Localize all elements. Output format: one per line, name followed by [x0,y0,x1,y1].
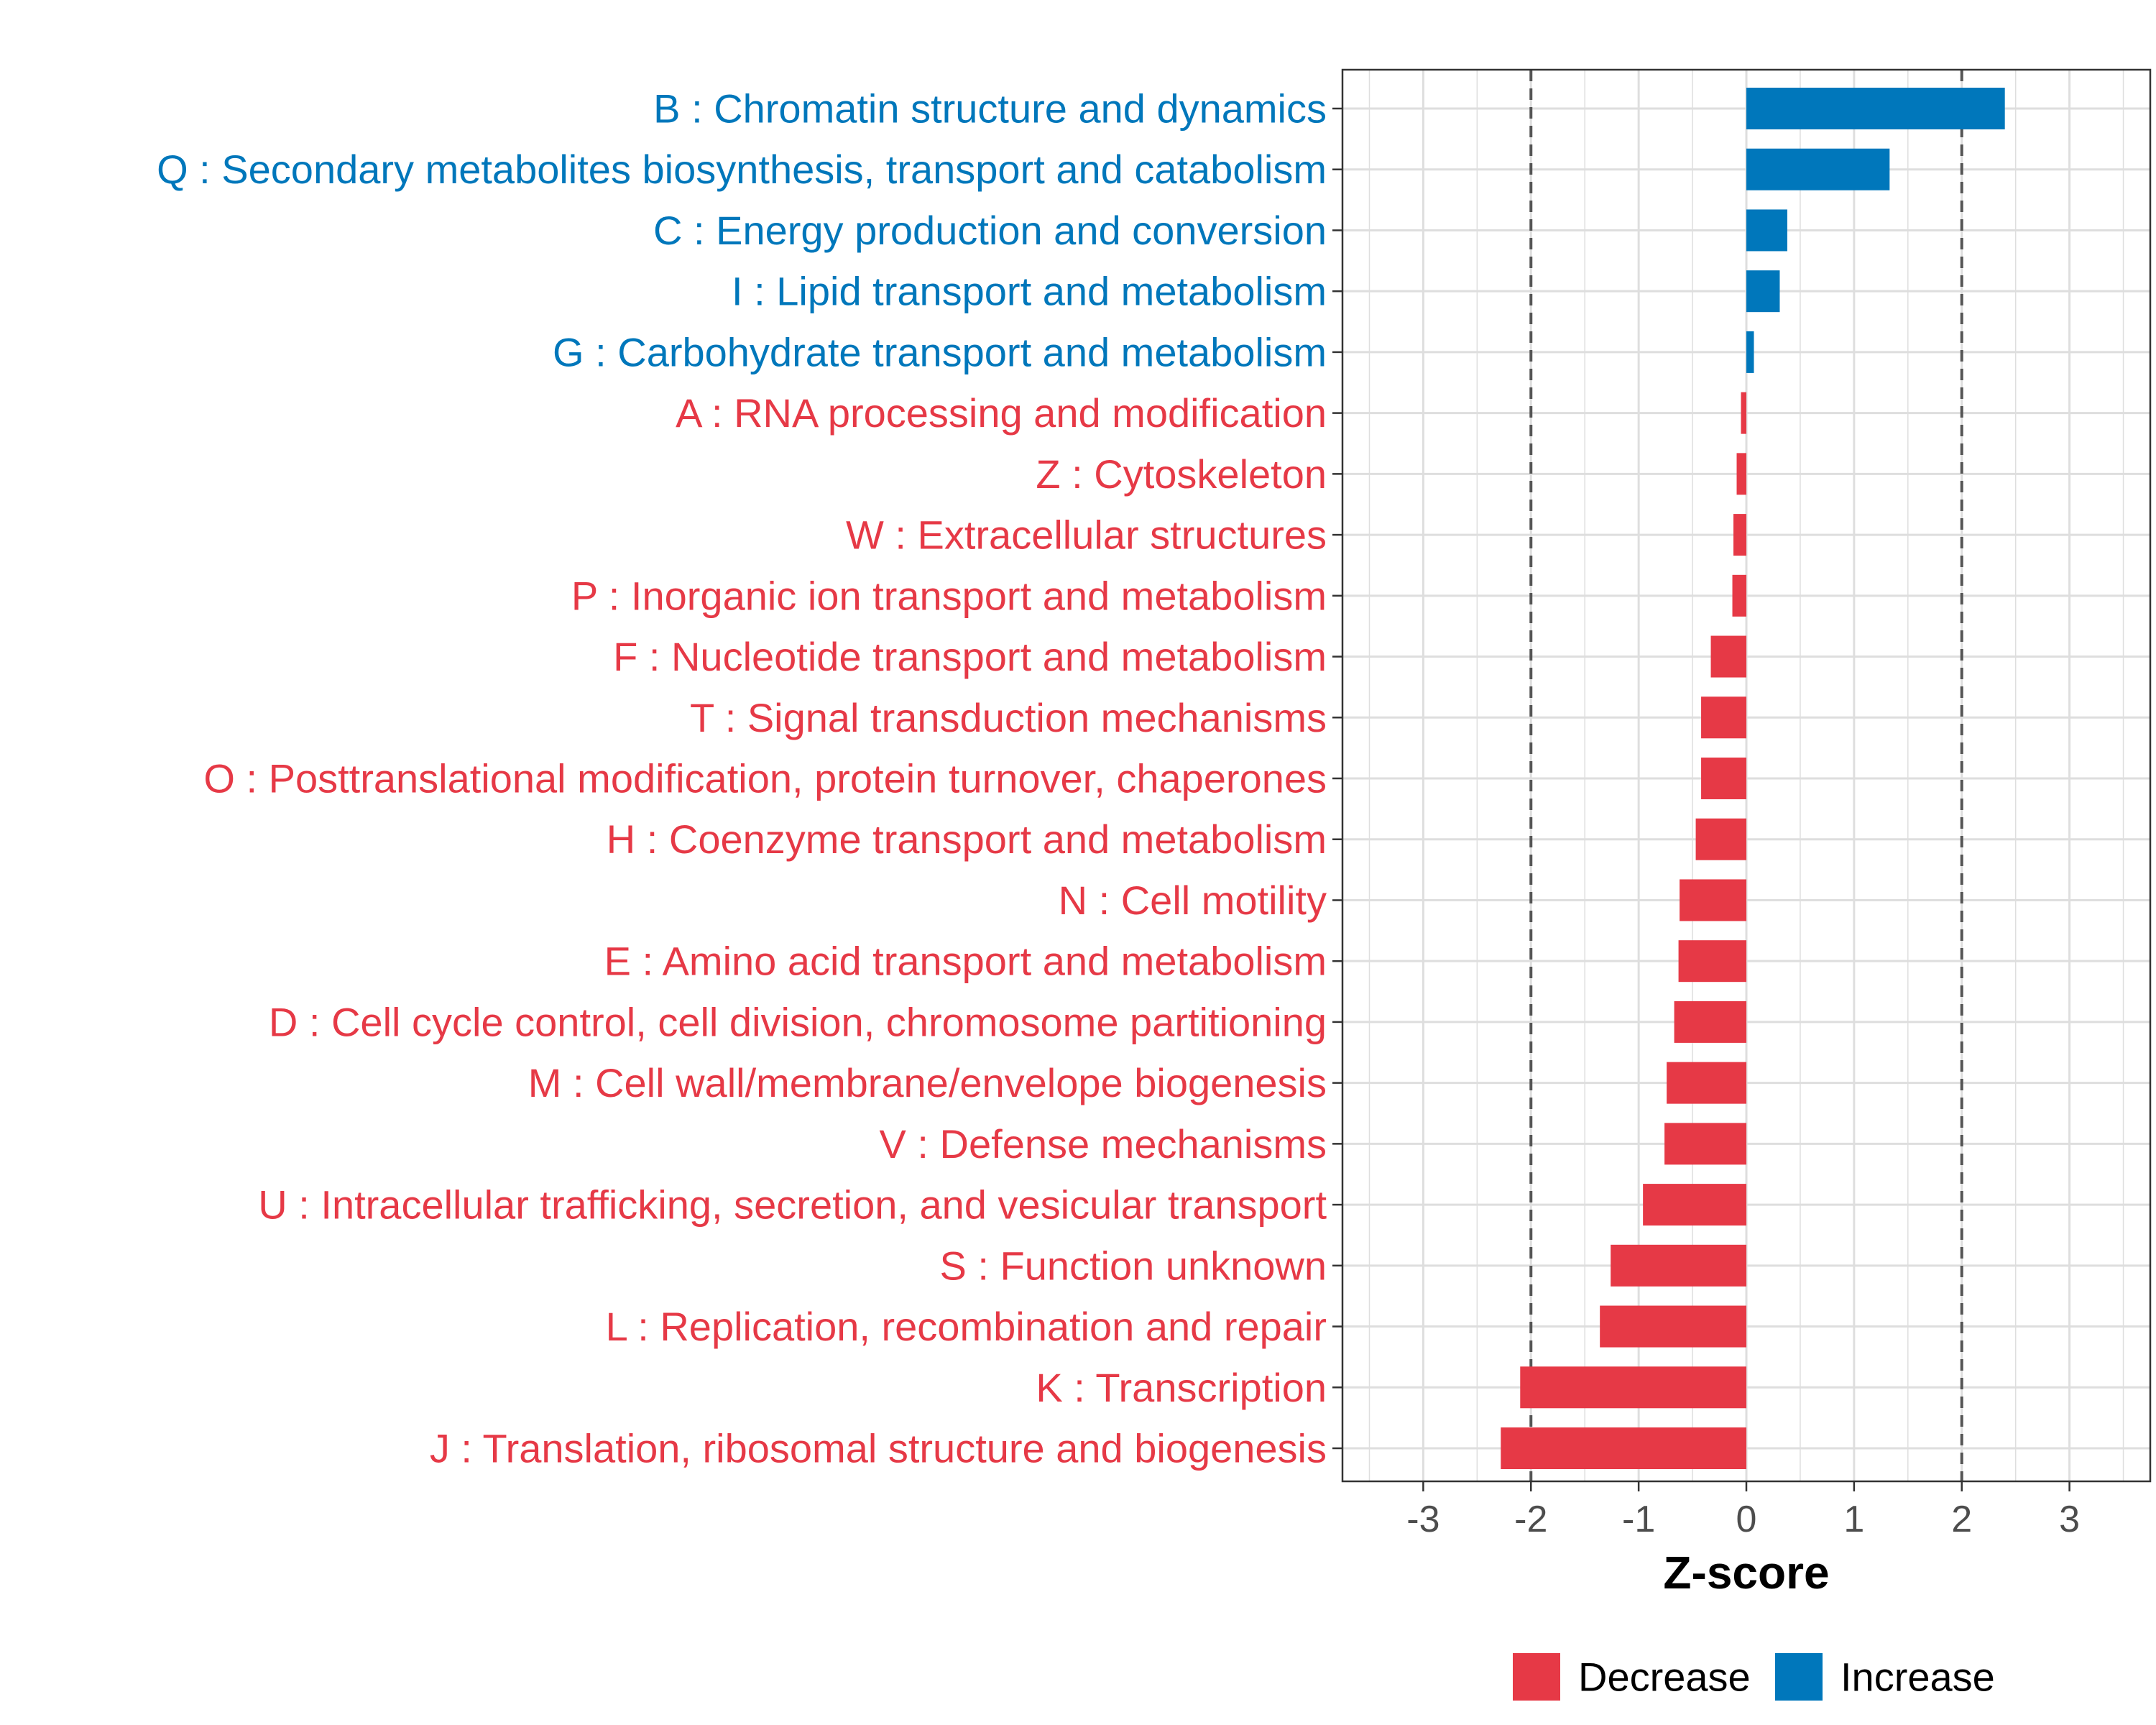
category-label: O : Posttranslational modification, prot… [203,756,1327,801]
category-label: I : Lipid transport and metabolism [732,269,1327,314]
category-label: U : Intracellular trafficking, secretion… [258,1182,1327,1228]
category-label: D : Cell cycle control, cell division, c… [269,999,1327,1044]
bar-H [1695,818,1746,860]
category-label: A : RNA processing and modification [676,390,1327,436]
category-label: M : Cell wall/membrane/envelope biogenes… [528,1060,1327,1105]
bar-S [1611,1244,1746,1287]
category-label: K : Transcription [1036,1365,1327,1410]
x-tick-label: 3 [2059,1499,2080,1540]
bar-Z [1736,453,1746,495]
bar-Q [1746,148,1890,190]
bar-F [1710,635,1746,678]
category-label: F : Nucleotide transport and metabolism [613,634,1327,679]
category-label: E : Amino acid transport and metabolism [604,939,1327,984]
x-tick-label: 0 [1736,1499,1757,1540]
bar-M [1667,1062,1746,1104]
bar-C [1746,209,1787,252]
category-label: J : Translation, ribosomal structure and… [430,1426,1327,1471]
bar-K [1520,1366,1746,1409]
x-tick-label: 1 [1843,1499,1864,1540]
category-label: P : Inorganic ion transport and metaboli… [571,573,1327,618]
x-tick-label: -1 [1622,1499,1655,1540]
category-label: Q : Secondary metabolites biosynthesis, … [157,147,1327,192]
legend-swatch-decrease [1513,1653,1560,1701]
bar-J [1501,1427,1746,1469]
category-label: S : Function unknown [939,1243,1327,1288]
bar-W [1733,514,1746,556]
bar-T [1701,696,1746,739]
x-tick-label: -3 [1406,1499,1439,1540]
bars [1501,88,2005,1469]
bar-N [1680,879,1746,921]
category-label: G : Carbohydrate transport and metabolis… [553,329,1327,374]
bar-E [1678,940,1746,983]
x-axis: -3 -2 -1 0 1 2 3 [1406,1481,2080,1540]
category-label: T : Signal transduction mechanisms [690,695,1327,740]
reference-lines [1529,70,1963,1481]
bar-D [1674,1000,1746,1043]
category-label: L : Replication, recombination and repai… [606,1304,1327,1349]
legend: Decrease Increase [1513,1653,1995,1701]
category-label: N : Cell motility [1059,878,1327,923]
bar-P [1732,574,1746,617]
bar-A [1741,392,1746,434]
bar-U [1643,1184,1746,1226]
x-tick-label: 2 [1951,1499,1972,1540]
y-axis: B : Chromatin structure and dynamics Q : … [157,86,1342,1471]
bar-O [1701,758,1746,799]
bar-V [1664,1123,1746,1165]
bar-L [1600,1305,1746,1348]
category-label: W : Extracellular structures [846,512,1327,558]
legend-swatch-increase [1775,1653,1823,1701]
x-axis-title: Z-score [1663,1547,1829,1598]
category-label: B : Chromatin structure and dynamics [653,86,1327,132]
x-tick-label: -2 [1514,1499,1547,1540]
bar-G [1746,331,1754,373]
category-label: V : Defense mechanisms [880,1121,1327,1167]
legend-label-decrease: Decrease [1578,1655,1751,1700]
legend-label-increase: Increase [1841,1655,1995,1700]
category-label: C : Energy production and conversion [653,208,1327,253]
category-label: Z : Cytoskeleton [1036,451,1327,497]
bar-B [1746,88,2005,129]
bar-I [1746,270,1780,313]
category-label: H : Coenzyme transport and metabolism [607,816,1327,862]
